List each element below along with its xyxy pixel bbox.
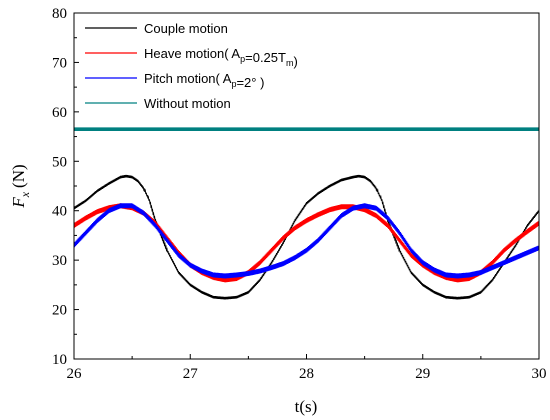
- series-line-3: [74, 203, 539, 279]
- legend-label-3: Pitch motion( Ap=2° ): [144, 71, 264, 90]
- x-tick-label-30: 30: [532, 366, 547, 382]
- y-axis-symbol: F: [9, 197, 28, 209]
- y-tick-label-20: 20: [52, 303, 67, 319]
- x-tick-label-27: 27: [183, 366, 199, 382]
- x-tick-label-29: 29: [415, 366, 430, 382]
- y-tick-label-40: 40: [52, 204, 67, 220]
- series-layer: [74, 127, 539, 300]
- y-tick-label-70: 70: [52, 55, 67, 71]
- y-tick-label-80: 80: [52, 6, 67, 22]
- legend: Couple motion Heave motion( Ap=0.25Tm) Pit…: [85, 21, 298, 111]
- y-tick-label-10: 10: [52, 352, 67, 368]
- y-axis-subscript: x: [18, 191, 32, 198]
- y-axis-title: Fx (N): [9, 164, 32, 208]
- ticks-layer: 26 27 28 29 30 10 20 30 40 50 60 70 80: [52, 6, 547, 382]
- y-tick-label-60: 60: [52, 105, 67, 121]
- legend-label-2: Heave motion( Ap=0.25Tm): [144, 46, 298, 69]
- y-tick-label-30: 30: [52, 253, 67, 269]
- x-axis-title: t(s): [295, 397, 318, 416]
- series-line-1: [74, 174, 539, 300]
- x-tick-label-26: 26: [67, 366, 83, 382]
- y-tick-label-50: 50: [52, 154, 67, 170]
- legend-label-4: Without motion: [144, 96, 231, 111]
- legend-label-1: Couple motion: [144, 21, 228, 36]
- series-line-4: [74, 127, 539, 131]
- plot-frame: [73, 12, 540, 360]
- y-axis-unit: (N): [9, 164, 28, 188]
- x-tick-label-28: 28: [299, 366, 314, 382]
